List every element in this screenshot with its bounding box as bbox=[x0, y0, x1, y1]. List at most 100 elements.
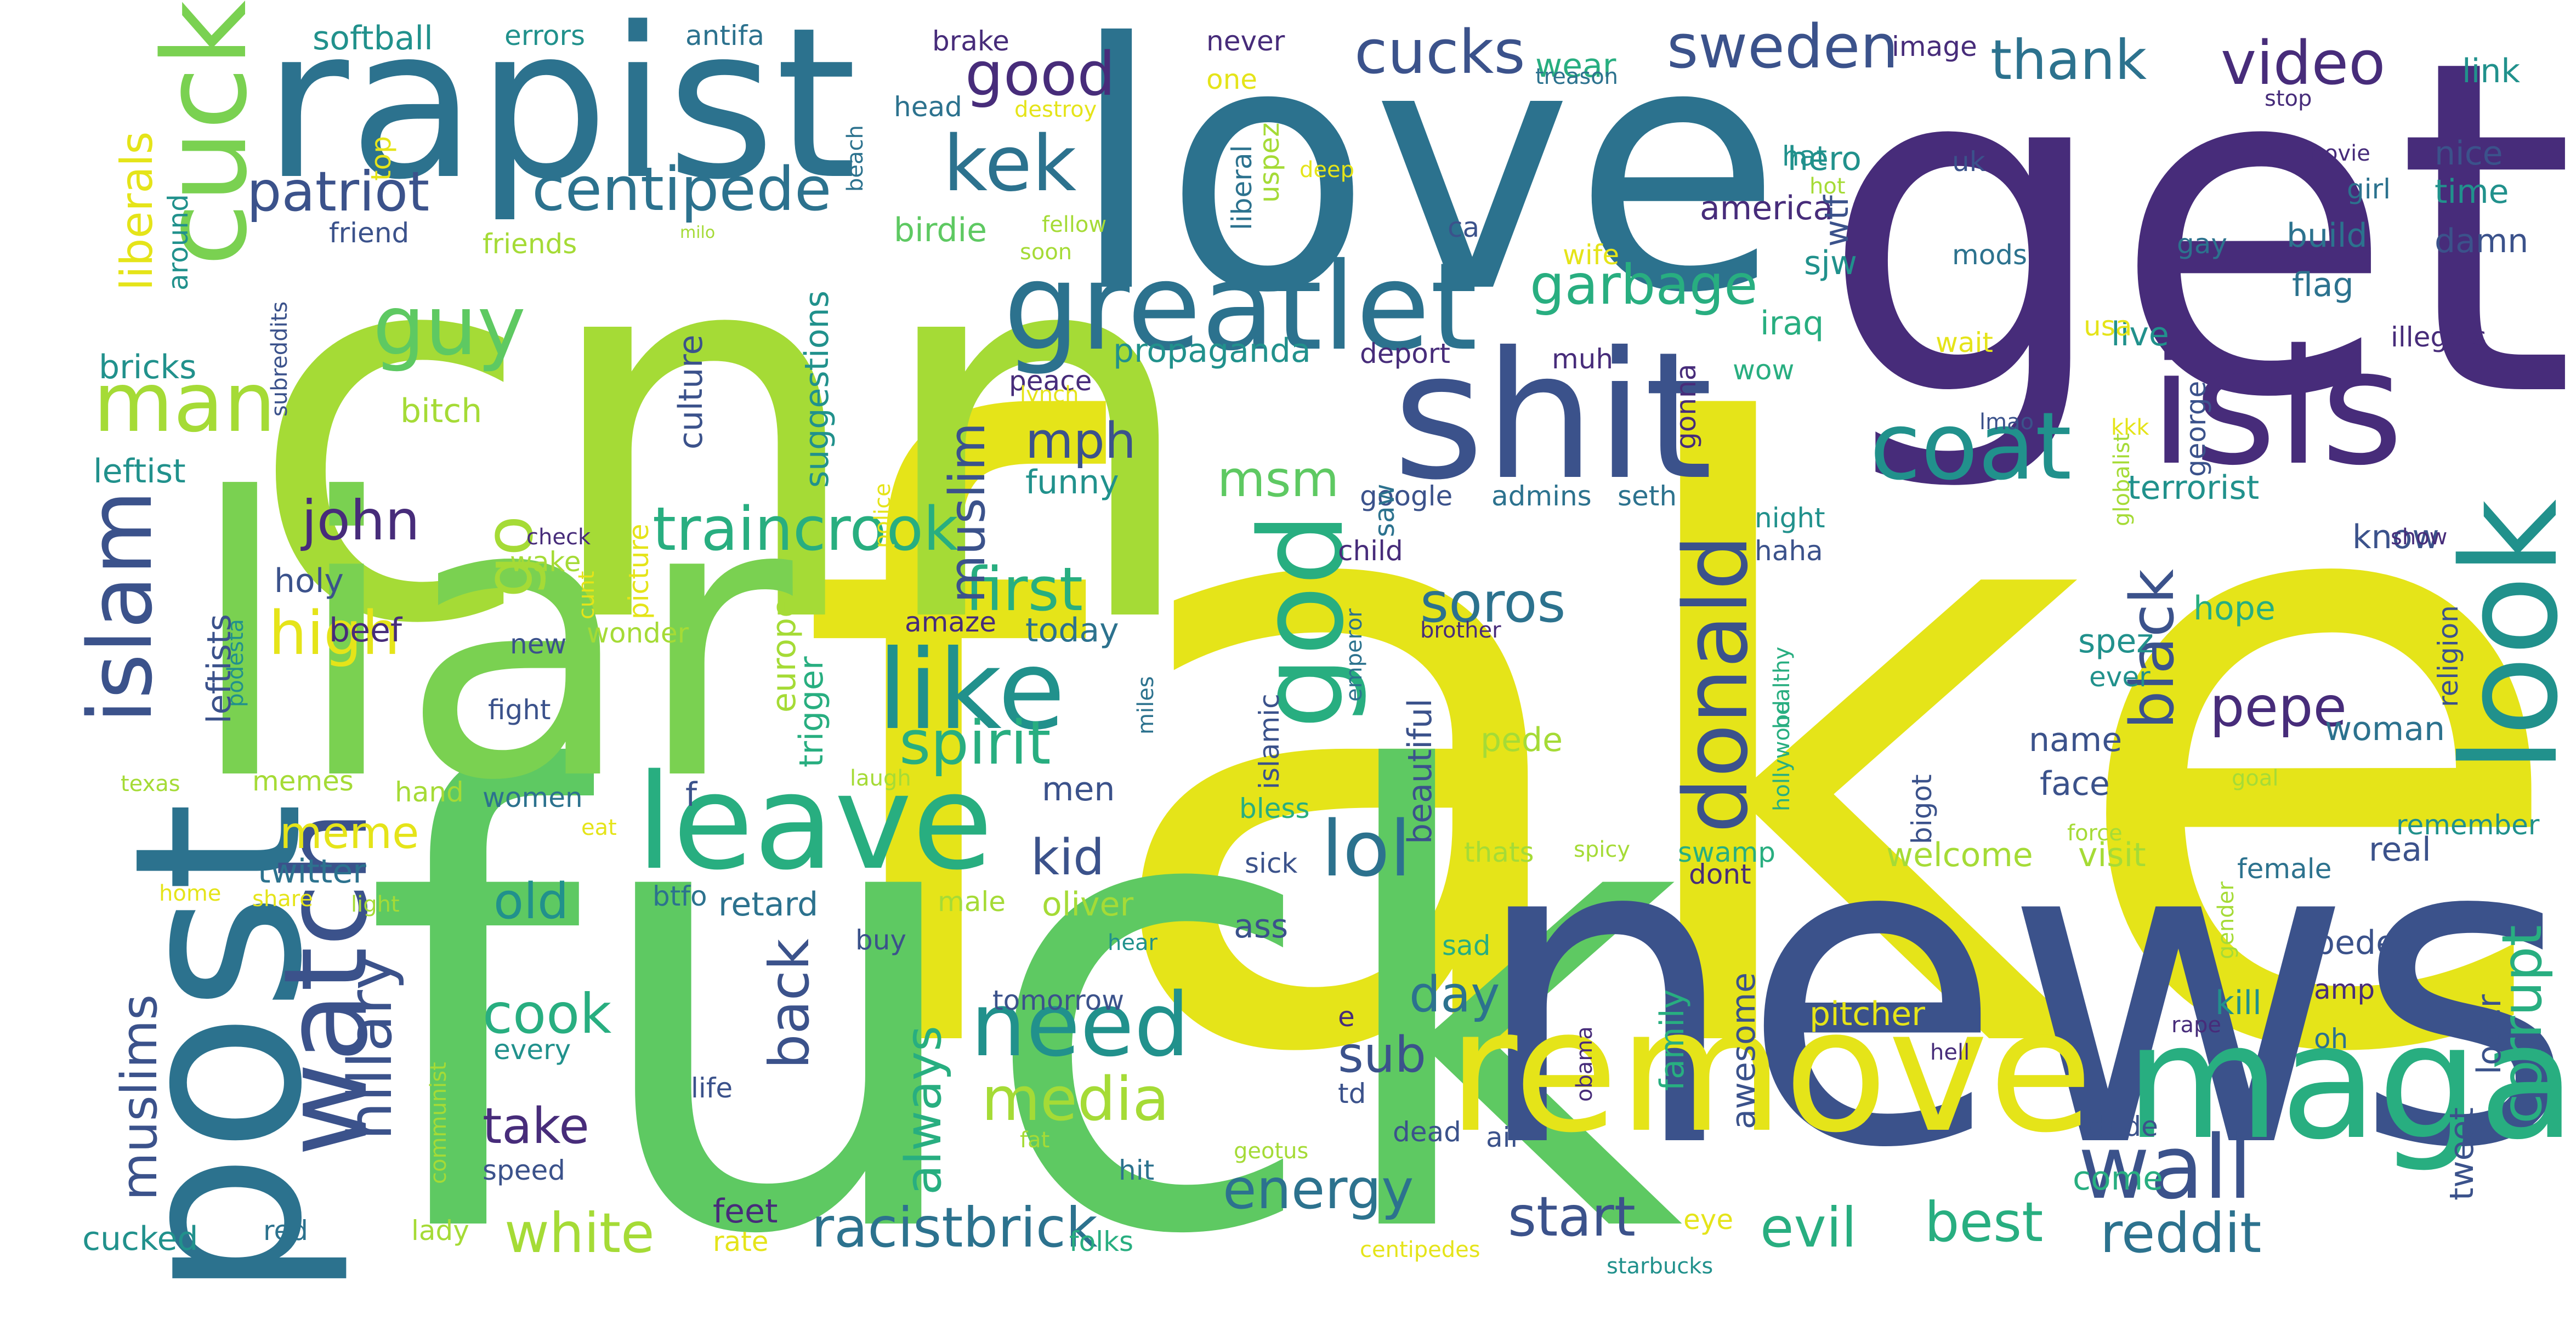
word-mph: mph bbox=[1025, 412, 1136, 470]
word-hear: hear bbox=[1108, 930, 1158, 955]
word-every: every bbox=[493, 1034, 571, 1066]
word-john: john bbox=[302, 488, 420, 553]
word-wife: wife bbox=[1563, 239, 1620, 271]
word-fat: fat bbox=[1020, 1128, 1050, 1153]
word-red: red bbox=[263, 1215, 308, 1247]
word-dead: dead bbox=[1393, 1116, 1461, 1148]
word-welcome: welcome bbox=[1886, 836, 2033, 874]
word-rapist: rapist bbox=[263, 0, 857, 225]
word-evil: evil bbox=[1760, 1196, 1857, 1260]
word-women: women bbox=[483, 782, 583, 813]
word-birdie: birdie bbox=[894, 211, 988, 249]
word-milo: milo bbox=[680, 223, 716, 242]
word-like: like bbox=[877, 627, 1065, 754]
word-tweet: tweet bbox=[2443, 1107, 2481, 1200]
word-sjw: sjw bbox=[1804, 244, 1858, 282]
word-hat: hat bbox=[1782, 140, 1827, 172]
word-swamp: swamp bbox=[1678, 837, 1776, 868]
word-suggestions: suggestions bbox=[798, 291, 836, 488]
word-take: take bbox=[483, 1097, 589, 1155]
word-george: george bbox=[2180, 380, 2212, 477]
word-errors: errors bbox=[504, 20, 586, 52]
word-new: new bbox=[510, 628, 567, 660]
word-buy: buy bbox=[855, 924, 907, 956]
word-terrorist: terrorist bbox=[2127, 469, 2260, 507]
word-live: live bbox=[2111, 315, 2169, 354]
word-isis: isis bbox=[2149, 316, 2404, 500]
word-sad: sad bbox=[1442, 930, 1491, 961]
word-spez: spez bbox=[2078, 622, 2154, 661]
word-show: show bbox=[2391, 525, 2448, 550]
word-leftist: leftist bbox=[93, 452, 186, 491]
word-bless: bless bbox=[1239, 793, 1310, 824]
word-haha: haha bbox=[1755, 535, 1823, 567]
word-thank: thank bbox=[1990, 28, 2147, 92]
word-fellow: fellow bbox=[1042, 212, 1107, 237]
word-centipedes: centipedes bbox=[1360, 1237, 1480, 1262]
word-hero: hero bbox=[1788, 140, 1862, 178]
word-real: real bbox=[2369, 830, 2431, 869]
word-remember: remember bbox=[2396, 809, 2540, 841]
word-hand: hand bbox=[395, 776, 464, 808]
word-white: white bbox=[504, 1201, 655, 1265]
word-liberal: liberal bbox=[1226, 145, 1258, 230]
word-hit: hit bbox=[1119, 1154, 1155, 1186]
word-reddit: reddit bbox=[2100, 1201, 2262, 1265]
word-pepe: pepe bbox=[2210, 675, 2347, 739]
word-greatlet: greatlet bbox=[1003, 237, 1478, 377]
word-e: e bbox=[1338, 1001, 1355, 1033]
word-force: force bbox=[2067, 821, 2123, 846]
word-flag: flag bbox=[2292, 266, 2354, 304]
word-energy: energy bbox=[1223, 1157, 1414, 1221]
word-softball: softball bbox=[313, 19, 433, 58]
word-kkk: kkk bbox=[2111, 415, 2149, 440]
word-guy: guy bbox=[373, 278, 526, 374]
word-texas: texas bbox=[121, 771, 180, 796]
word-damn: damn bbox=[2435, 222, 2529, 260]
word-build: build bbox=[2286, 217, 2368, 255]
word-america: america bbox=[1700, 189, 1834, 227]
word-eye: eye bbox=[1683, 1204, 1734, 1236]
word-child: child bbox=[1338, 535, 1403, 567]
word-memes: memes bbox=[252, 765, 354, 797]
word-islam: islam bbox=[69, 490, 172, 724]
word-twitter: twitter bbox=[258, 852, 366, 891]
word-gay: gay bbox=[2177, 228, 2227, 260]
word-td: td bbox=[1338, 1078, 1366, 1110]
word-man: man bbox=[93, 355, 276, 451]
word-rate: rate bbox=[713, 1226, 769, 1258]
word-peace: peace bbox=[1009, 365, 1092, 397]
word-obama: obama bbox=[1572, 1026, 1597, 1102]
word-friends: friends bbox=[483, 228, 577, 260]
word-uspez: uspez bbox=[1253, 122, 1285, 203]
word-wonder: wonder bbox=[587, 617, 689, 649]
word-back: back bbox=[757, 938, 821, 1069]
word-cnn: cnn bbox=[247, 127, 1204, 739]
word-name: name bbox=[2029, 721, 2123, 759]
word-wow: wow bbox=[1733, 354, 1795, 386]
word-hope: hope bbox=[2193, 589, 2276, 628]
word-lmao: lmao bbox=[1979, 409, 2034, 435]
word-cunt: cunt bbox=[574, 571, 599, 619]
word-deep: deep bbox=[1300, 157, 1354, 183]
word-speed: speed bbox=[483, 1154, 566, 1186]
word-communist: communist bbox=[426, 1062, 451, 1184]
word-pedes: pedes bbox=[2314, 924, 2414, 962]
word-bricks: bricks bbox=[99, 348, 197, 386]
word-nice: nice bbox=[2435, 134, 2503, 173]
word-police: police bbox=[870, 483, 895, 548]
word-tomorrow: tomorrow bbox=[992, 985, 1125, 1016]
word-lynch: lynch bbox=[1020, 382, 1079, 407]
word-light: light bbox=[351, 892, 400, 917]
word-know: know bbox=[2352, 518, 2439, 556]
word-seth: seth bbox=[1618, 480, 1677, 512]
word-kill: kill bbox=[2215, 984, 2262, 1022]
word-soros: soros bbox=[1420, 571, 1566, 635]
word-patriot: patriot bbox=[247, 160, 430, 224]
word-centipede: centipede bbox=[532, 154, 832, 224]
word-cook: cook bbox=[483, 982, 612, 1046]
word-hillary: hillary bbox=[335, 954, 405, 1140]
word-good: good bbox=[965, 39, 1116, 109]
word-cucked: cucked bbox=[82, 1220, 198, 1258]
word-goal: goal bbox=[2232, 766, 2279, 791]
